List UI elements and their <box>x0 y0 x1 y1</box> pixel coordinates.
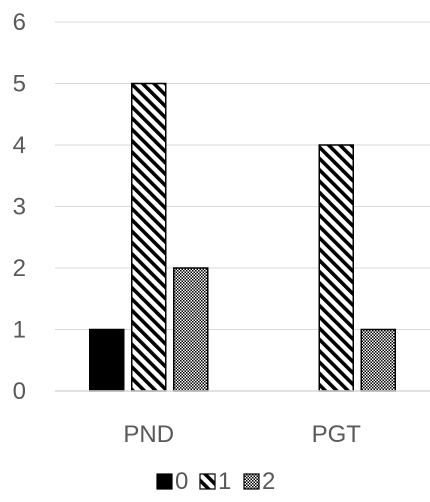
y-tick-label: 2 <box>13 255 26 282</box>
legend-swatch <box>199 473 216 490</box>
y-tick-label: 1 <box>13 317 26 344</box>
legend-swatch <box>243 473 260 490</box>
legend-swatch <box>156 473 173 490</box>
y-tick-label: 4 <box>13 132 26 159</box>
y-axis-ticks: 0 1 2 3 4 5 6 <box>13 9 26 405</box>
bar-pnd-series-2 <box>173 267 209 392</box>
legend-label: 2 <box>262 468 275 495</box>
gridlines <box>55 21 430 330</box>
bar-pnd-series-0 <box>89 328 125 392</box>
legend-item-1: 1 <box>199 468 231 495</box>
y-tick-label: 0 <box>13 378 26 405</box>
y-tick-label: 6 <box>13 9 26 36</box>
legend-label: 0 <box>175 468 188 495</box>
legend-item-0: 0 <box>156 468 188 495</box>
bar-pnd-series-1 <box>131 82 167 392</box>
bar-pgt-series-2 <box>360 328 396 392</box>
bar-pgt-series-1 <box>318 144 354 392</box>
bars <box>89 82 396 392</box>
legend-label: 1 <box>218 468 231 495</box>
y-tick-label: 3 <box>13 194 26 221</box>
y-tick-label: 5 <box>13 71 26 98</box>
x-tick-label: PND <box>123 421 174 448</box>
legend-item-2: 2 <box>243 468 275 495</box>
legend: 0 1 2 <box>156 468 275 495</box>
x-axis-ticks: PND PGT <box>123 421 361 448</box>
x-tick-label: PGT <box>312 421 362 448</box>
